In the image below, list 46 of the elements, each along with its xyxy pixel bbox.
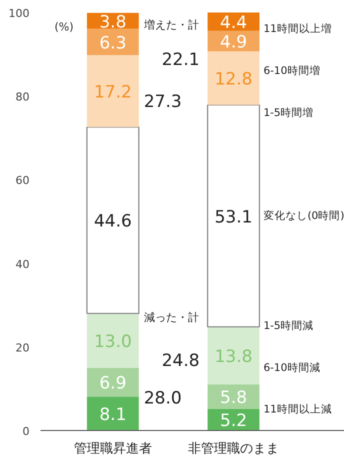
series-label: 6-10時間減 xyxy=(263,360,320,374)
bar xyxy=(86,28,139,56)
y-tick-label: 20 xyxy=(16,341,30,354)
series-label: 6-10時間増 xyxy=(263,64,320,78)
data-label: 5.8 xyxy=(220,388,248,408)
data-label: 5.2 xyxy=(220,411,248,432)
x-tick-label: 管理職昇進者 xyxy=(74,442,152,456)
bar xyxy=(208,384,260,409)
data-label: 44.6 xyxy=(94,212,132,232)
series-label: 1-5時間減 xyxy=(263,319,314,332)
bar xyxy=(86,126,140,314)
series-label: 11時間以上減 xyxy=(263,402,332,416)
data-label: 13.0 xyxy=(94,332,132,352)
y-tick-label: 100 xyxy=(8,7,30,20)
data-label: 3.8 xyxy=(99,12,126,32)
data-label: 12.8 xyxy=(214,70,252,90)
y-tick-label: 0 xyxy=(22,425,30,438)
x-tick-label: 非管理職のまま xyxy=(188,442,280,456)
data-label: 4.4 xyxy=(220,13,248,34)
annotation: 24.8 xyxy=(162,350,200,371)
bar xyxy=(208,51,260,105)
data-label: 4.9 xyxy=(220,32,248,53)
data-label: 17.2 xyxy=(94,82,132,103)
series-label: 11時間以上増 xyxy=(263,22,332,36)
y-tick-label: 80 xyxy=(16,90,30,104)
series-label: 1-5時間増 xyxy=(263,106,314,119)
y-axis-title: (%) xyxy=(54,20,74,34)
bar xyxy=(86,396,139,430)
bar xyxy=(206,104,260,328)
y-tick-label: 40 xyxy=(16,258,30,271)
annotation: 増えた・計 xyxy=(142,18,199,32)
series-label: 変化なし(0時間) xyxy=(263,208,344,222)
bar xyxy=(86,313,139,368)
annotation: 28.0 xyxy=(144,388,182,409)
data-label: 53.1 xyxy=(214,207,252,228)
bar xyxy=(86,55,139,128)
data-label: 6.9 xyxy=(99,374,126,394)
bar xyxy=(86,368,139,397)
annotation: 22.1 xyxy=(162,50,200,70)
y-tick-label: 60 xyxy=(16,174,30,188)
annotation: 減った・計 xyxy=(144,311,199,324)
bar xyxy=(208,326,260,385)
data-label: 6.3 xyxy=(99,33,126,54)
annotation: 27.3 xyxy=(144,92,182,112)
data-label: 8.1 xyxy=(99,405,126,426)
data-label: 13.8 xyxy=(214,347,252,368)
